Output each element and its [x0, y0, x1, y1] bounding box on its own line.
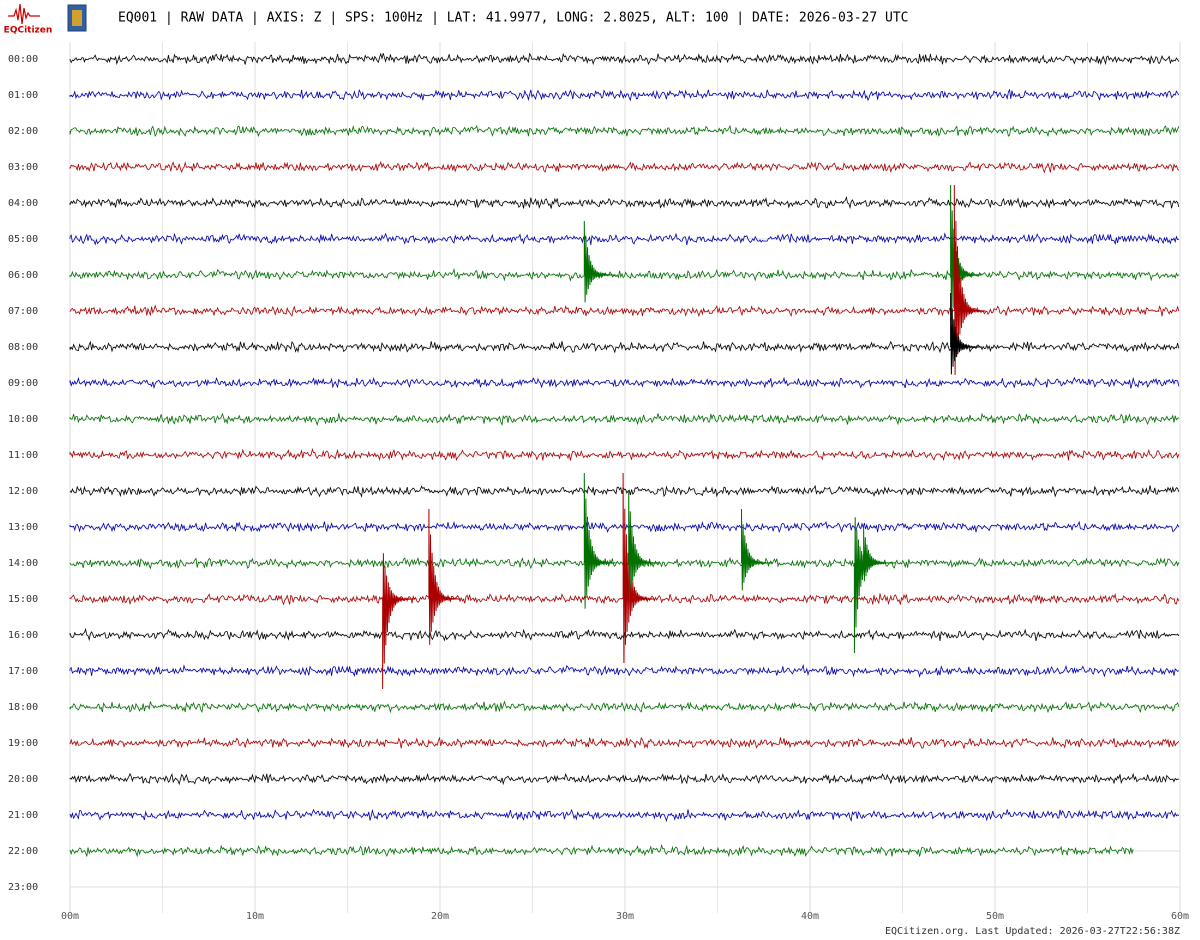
trace — [69, 843, 1134, 858]
trace — [69, 376, 1180, 390]
row-label: 18:00 — [8, 702, 38, 713]
event — [382, 553, 414, 690]
row-label: 00:00 — [8, 54, 38, 65]
trace — [69, 808, 1180, 823]
trace — [69, 267, 1180, 282]
trace — [69, 412, 1180, 427]
trace — [69, 700, 1180, 714]
row-label: 17:00 — [8, 666, 38, 677]
trace — [69, 736, 1180, 750]
event — [950, 292, 982, 375]
row-label: 08:00 — [8, 342, 38, 353]
row-label: 14:00 — [8, 558, 38, 569]
footer: EQCitizen.org. Last Updated: 2026-03-27T… — [885, 926, 1180, 937]
chart-title: EQ001 | RAW DATA | AXIS: Z | SPS: 100Hz … — [118, 11, 909, 26]
logo-wave — [8, 3, 40, 25]
row-label: 23:00 — [8, 882, 38, 893]
trace — [69, 160, 1180, 174]
row-label: 03:00 — [8, 162, 38, 173]
traces — [69, 52, 1180, 858]
trace — [69, 484, 1180, 498]
event — [628, 490, 661, 600]
logo-text: EQCitizen — [4, 26, 53, 36]
trace — [69, 772, 1179, 786]
event — [953, 184, 986, 376]
x-tick-label: 00m — [61, 911, 79, 922]
x-tick-label: 40m — [801, 911, 819, 922]
trace — [69, 195, 1180, 210]
row-label: 22:00 — [8, 846, 38, 857]
trace — [69, 304, 1180, 318]
event — [622, 472, 655, 664]
row-label: 07:00 — [8, 306, 38, 317]
event — [583, 472, 616, 609]
x-tick-label: 20m — [431, 911, 449, 922]
x-tick-label: 10m — [246, 911, 264, 922]
event — [863, 526, 895, 582]
x-tick-label: 50m — [986, 911, 1004, 922]
row-label: 15:00 — [8, 594, 38, 605]
row-label: 16:00 — [8, 630, 38, 641]
row-label: 20:00 — [8, 774, 38, 785]
trace — [69, 52, 1180, 66]
row-label: 09:00 — [8, 378, 38, 389]
row-label: 02:00 — [8, 126, 38, 137]
event — [950, 184, 982, 321]
trace — [69, 88, 1180, 102]
trace — [69, 124, 1180, 138]
row-label: 01:00 — [8, 90, 38, 101]
row-label: 11:00 — [8, 450, 38, 461]
trace — [69, 663, 1180, 678]
event — [583, 220, 616, 303]
event — [741, 508, 773, 591]
row-label: 04:00 — [8, 198, 38, 209]
trace — [69, 447, 1180, 462]
row-label: 13:00 — [8, 522, 38, 533]
logo: EQCitizen — [4, 3, 87, 36]
x-tick-label: 60m — [1171, 911, 1189, 922]
row-label: 05:00 — [8, 234, 38, 245]
device-icon-chip — [72, 10, 82, 26]
row-label: 10:00 — [8, 414, 38, 425]
row-label: 21:00 — [8, 810, 38, 821]
trace — [69, 232, 1179, 246]
row-label: 06:00 — [8, 270, 38, 281]
row-label: 12:00 — [8, 486, 38, 497]
trace — [69, 340, 1180, 354]
event — [428, 508, 461, 645]
row-label: 19:00 — [8, 738, 38, 749]
x-tick-label: 30m — [616, 911, 634, 922]
